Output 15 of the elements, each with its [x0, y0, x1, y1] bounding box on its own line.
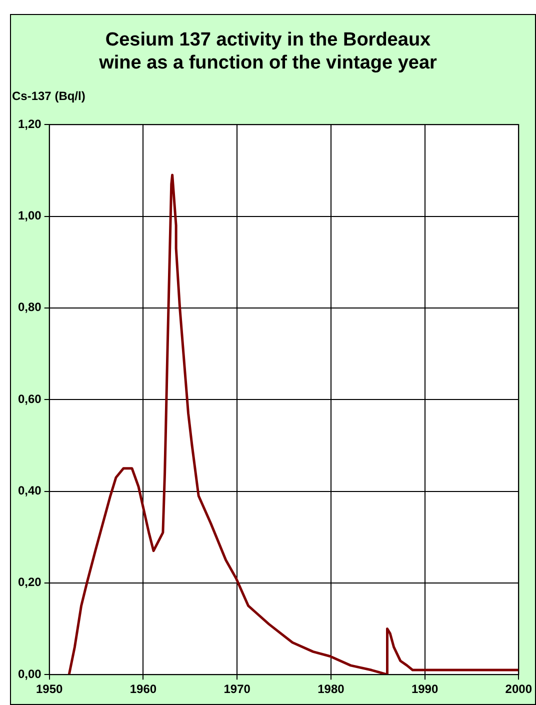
x-tick-label: 1950	[36, 682, 64, 696]
y-tick-label: 0,40	[18, 484, 42, 498]
x-tick-label: 2000	[505, 682, 532, 696]
y-axis-title: Cs-137 (Bq/l)	[12, 88, 86, 103]
y-tick-label: 0,80	[18, 300, 42, 314]
y-tick-label: 1,00	[18, 208, 42, 223]
chart-title: Cesium 137 activity in the Bordeaux wine as a function of the vintage year	[98, 30, 438, 74]
y-tick-label: 1,20	[18, 116, 42, 131]
x-tick-label: 1970	[224, 682, 251, 696]
y-tick-label: 0,60	[18, 392, 42, 406]
x-tick-label: 1960	[130, 682, 157, 696]
y-tick-label: 0,00	[18, 666, 42, 681]
x-tick-label: 1980	[318, 682, 345, 696]
x-tick-label: 1990	[411, 682, 438, 696]
y-tick-label: 0,20	[18, 575, 42, 590]
